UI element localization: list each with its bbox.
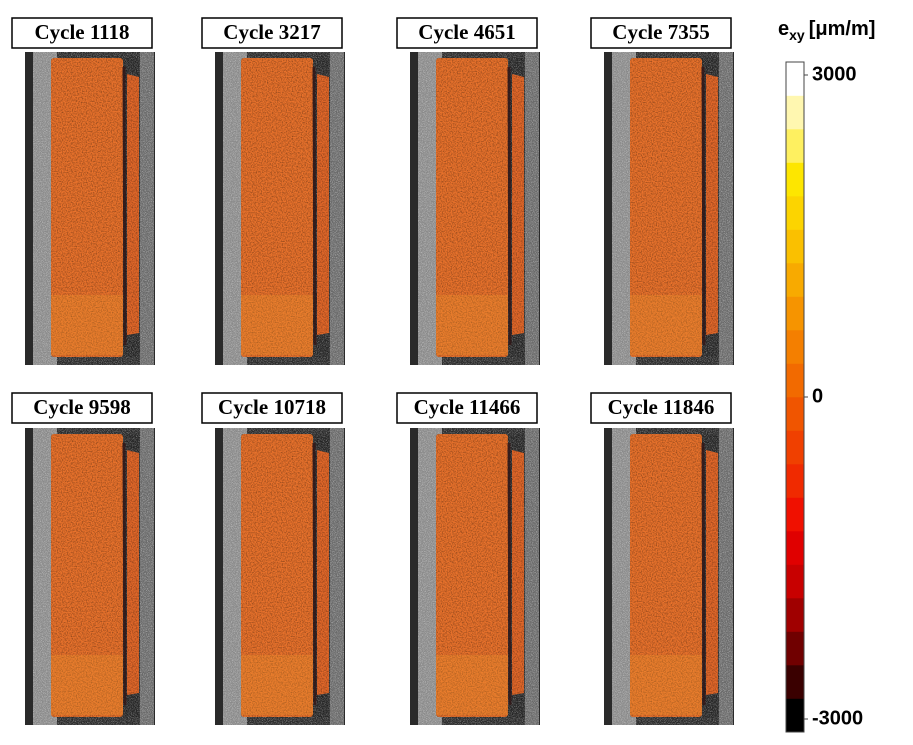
tick-label: 0 [812, 385, 823, 407]
strain-tint [51, 655, 123, 715]
panels: Cycle 1118 Cycle 3217 Cycle 4651 Cycle 7355… [12, 18, 734, 725]
panel-label: Cycle 11846 [608, 395, 715, 419]
colorbar-segment [786, 598, 804, 632]
panel: Cycle 9598 [12, 393, 155, 725]
panel-label: Cycle 11466 [414, 395, 521, 419]
panel-label: Cycle 4651 [418, 20, 515, 44]
colorbar-segment [786, 96, 804, 130]
panel: Cycle 11846 [591, 393, 734, 725]
panel: Cycle 11466 [397, 393, 540, 725]
colorbar-segment [786, 263, 804, 297]
colorbar-segment [786, 498, 804, 532]
subscript: xy [789, 27, 805, 43]
panel: Cycle 3217 [202, 18, 345, 365]
colorbar-segment [786, 129, 804, 163]
tick-label: 3000 [812, 63, 857, 85]
panel-label: Cycle 1118 [34, 20, 129, 44]
strain-tint [630, 655, 702, 715]
panel: Cycle 10718 [202, 393, 345, 725]
panel-label: Cycle 10718 [218, 395, 326, 419]
strain-tint [241, 295, 313, 355]
colorbar-segment [786, 632, 804, 666]
colorbar: exy[μm/m] 3000 0 -3000 [778, 18, 875, 732]
panel: Cycle 1118 [12, 18, 155, 365]
colorbar-segment [786, 699, 804, 733]
colorbar-label: exy[μm/m] [778, 18, 875, 42]
strain-tint [436, 655, 508, 715]
strain-tint [51, 295, 123, 355]
panel-label: Cycle 3217 [223, 20, 320, 44]
colorbar-segment [786, 665, 804, 699]
colorbar-segment [786, 62, 804, 96]
strain-tint [630, 295, 702, 355]
colorbar-segment [786, 531, 804, 565]
panel: Cycle 4651 [397, 18, 540, 365]
unit: [μm/m] [809, 18, 876, 40]
colorbar-segment [786, 364, 804, 398]
colorbar-segment [786, 464, 804, 498]
colorbar-segment [786, 431, 804, 465]
panel-label: Cycle 9598 [33, 395, 130, 419]
colorbar-segment [786, 397, 804, 431]
colorbar-segment [786, 297, 804, 331]
page: {"panels": ["Cycle 1118", "Cycle 3217", … [0, 0, 913, 740]
colorbar-segment [786, 196, 804, 230]
colorbar-segment [786, 163, 804, 197]
tick-label: -3000 [812, 707, 863, 729]
strain-tint [436, 295, 508, 355]
colorbar-segment [786, 330, 804, 364]
colorbar-segment [786, 565, 804, 599]
panel: Cycle 7355 [591, 18, 734, 365]
symbol: e [778, 18, 789, 40]
panel-label: Cycle 7355 [612, 20, 709, 44]
figure: Cycle 1118 Cycle 3217 Cycle 4651 Cycle 7355… [0, 0, 913, 740]
colorbar-segment [786, 230, 804, 264]
strain-tint [241, 655, 313, 715]
